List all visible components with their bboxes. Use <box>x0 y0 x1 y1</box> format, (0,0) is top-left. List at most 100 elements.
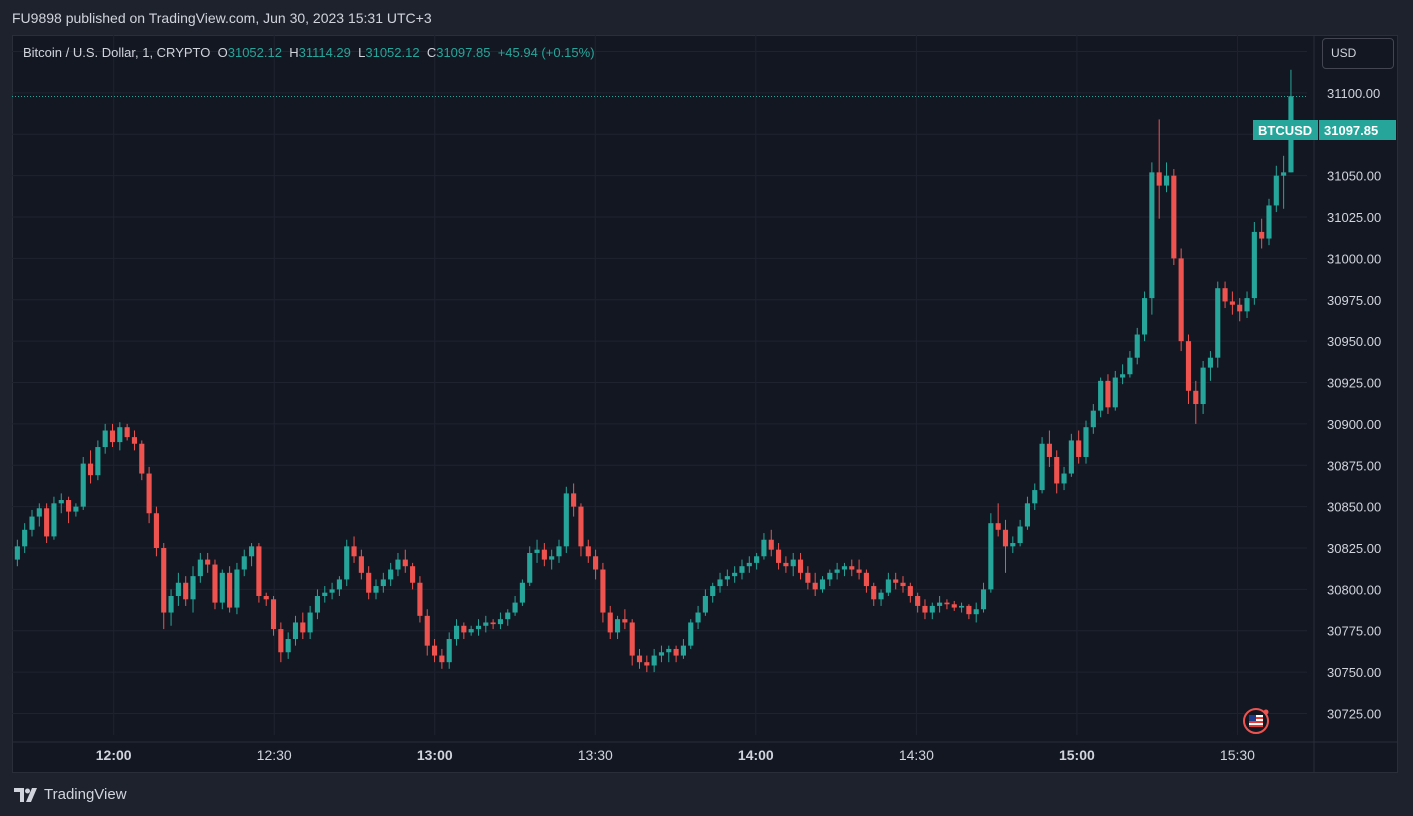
candle-body <box>124 427 130 438</box>
candle-body <box>227 572 233 608</box>
time-tick-label: 14:00 <box>738 747 774 763</box>
candle-body <box>1054 456 1060 484</box>
candle-body <box>278 629 284 653</box>
candle-body <box>1215 288 1221 358</box>
candle-body <box>461 625 467 633</box>
candle-body <box>900 582 906 587</box>
candle-body <box>1039 443 1045 491</box>
candle-body <box>549 556 555 560</box>
candle-body <box>600 569 606 613</box>
candle-body <box>1229 301 1235 305</box>
candle-body <box>395 559 401 570</box>
candle-body <box>1127 357 1133 375</box>
candle-body <box>995 523 1001 530</box>
candle-body <box>1259 231 1265 239</box>
candle-body <box>380 579 386 587</box>
candle-body <box>666 648 672 653</box>
candle-body <box>410 566 416 583</box>
open-label: O <box>217 45 228 60</box>
candle-body <box>1098 380 1104 411</box>
candle-body <box>519 582 525 603</box>
candle-body <box>95 447 101 476</box>
candle-body <box>849 566 855 570</box>
change-value: +45.94 (+0.15%) <box>497 45 595 60</box>
candle-body <box>680 645 686 656</box>
publish-header: FU9898 published on TradingView.com, Jun… <box>12 10 432 26</box>
candle-body <box>724 576 730 580</box>
candle-body <box>1251 231 1257 299</box>
candle-body <box>607 612 613 633</box>
candle-body <box>702 595 708 613</box>
candle-body <box>234 569 240 608</box>
candle-body <box>14 546 20 560</box>
candle-body <box>841 566 848 570</box>
candle-body <box>512 602 518 613</box>
candle-body <box>585 546 591 557</box>
candle-body <box>1002 529 1009 547</box>
candle-body <box>1010 543 1016 547</box>
chart-pane[interactable] <box>12 35 1398 773</box>
candle-body <box>161 548 167 613</box>
candle-body <box>168 595 174 613</box>
candle-body <box>366 572 372 593</box>
candle-body <box>856 569 862 573</box>
candle-body <box>219 572 225 603</box>
currency-button[interactable]: USD <box>1322 38 1394 69</box>
time-tick-label: 13:00 <box>417 747 453 763</box>
candle-body <box>988 523 994 590</box>
candle-body <box>505 612 511 620</box>
candle-body <box>73 506 79 512</box>
candle-body <box>658 652 665 656</box>
candle-body <box>636 655 643 663</box>
candle-body <box>285 639 291 653</box>
candle-body <box>66 500 72 512</box>
candle-body <box>732 572 738 577</box>
candle-body <box>1200 367 1206 405</box>
time-tick-label: 12:30 <box>257 747 292 763</box>
time-tick-label: 12:00 <box>96 747 132 763</box>
candle-body <box>314 595 321 613</box>
candle-body <box>746 562 752 567</box>
price-tick-label: 31000.00 <box>1327 251 1381 266</box>
candle-body <box>651 655 657 666</box>
candle-body <box>937 602 943 606</box>
price-tick-label: 30850.00 <box>1327 500 1381 515</box>
last-price-tag: 31097.85 <box>1319 120 1396 140</box>
candle-body <box>373 586 379 593</box>
candle-body <box>292 622 299 640</box>
candle-body <box>622 619 628 623</box>
candle-body <box>593 556 599 570</box>
candle-body <box>131 437 138 444</box>
candle-body <box>358 556 364 573</box>
candle-body <box>980 589 987 610</box>
candle-body <box>797 559 804 573</box>
candle-body <box>915 595 921 606</box>
candle-body <box>490 622 496 625</box>
candlestick-chart[interactable]: 30725.00 30750.00 30775.00 30800.00 30825.00… <box>12 35 1398 773</box>
candle-body <box>300 622 306 633</box>
candle-body <box>629 622 635 656</box>
price-axis: 30725.00 30750.00 30775.00 30800.00 30825.00… <box>1327 45 1381 722</box>
price-tick-label: 31050.00 <box>1327 169 1381 184</box>
candle-body <box>776 549 782 563</box>
candle-body <box>1244 298 1250 312</box>
candle-body <box>139 443 145 474</box>
footer-brand[interactable]: TradingView <box>14 786 127 803</box>
candle-body <box>1061 473 1067 484</box>
candle-body <box>1222 288 1228 302</box>
candle-body <box>329 589 335 593</box>
candle-body <box>483 622 489 626</box>
candle-body <box>1273 175 1279 206</box>
candle-body <box>117 427 123 443</box>
chart-grid <box>12 35 1398 773</box>
us-flag-icon[interactable] <box>1242 707 1270 735</box>
candle-body <box>1171 175 1177 259</box>
candle-body <box>102 430 108 448</box>
candle-body <box>790 559 796 567</box>
candle-body <box>153 513 159 549</box>
price-tick-label: 30925.00 <box>1327 376 1381 391</box>
candle-body <box>1076 440 1082 457</box>
candle-body <box>1193 390 1199 405</box>
price-tick-label: 30800.00 <box>1327 582 1381 597</box>
candle-body <box>344 546 350 580</box>
